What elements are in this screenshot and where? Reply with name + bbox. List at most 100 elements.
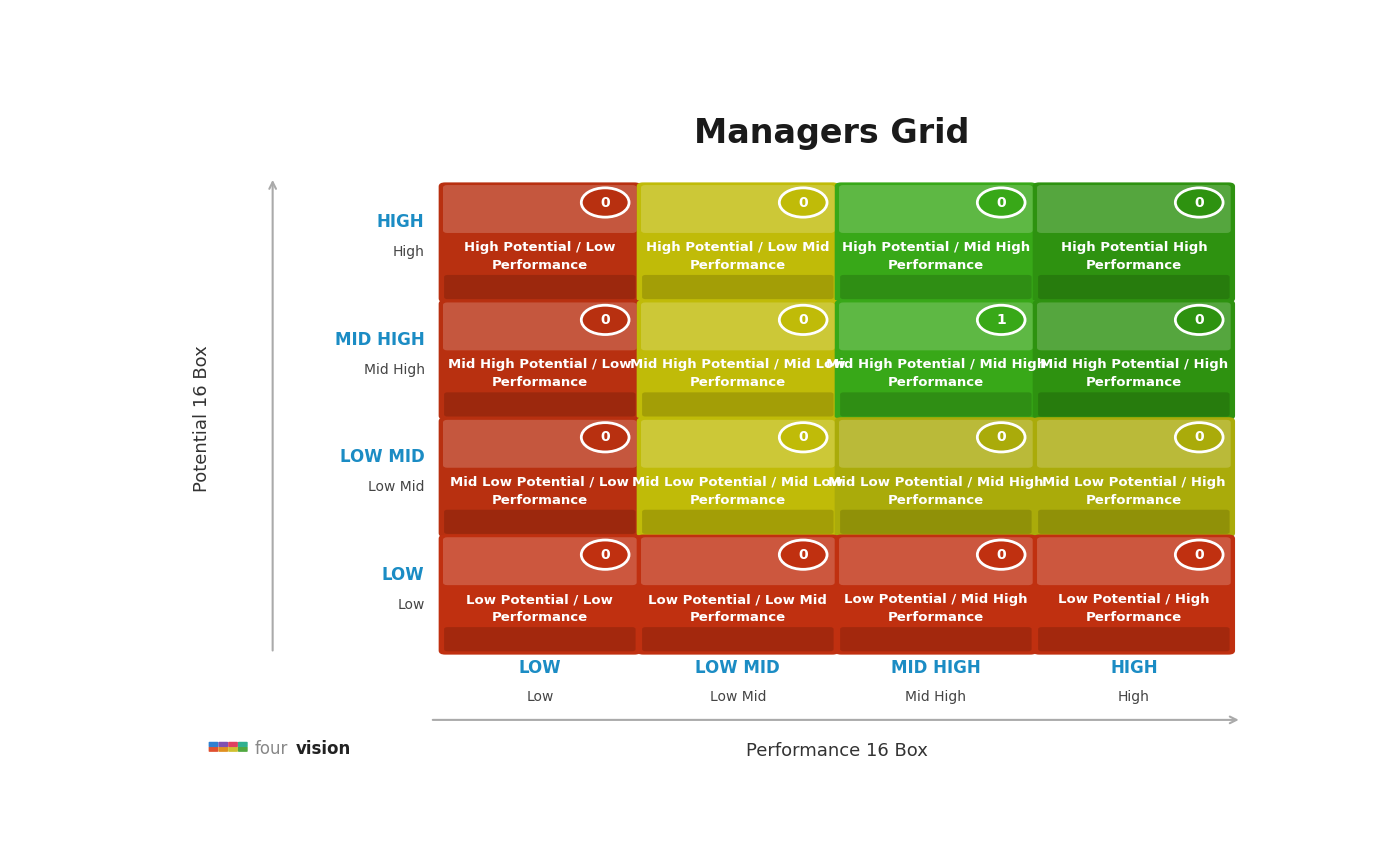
Text: 0: 0	[798, 195, 808, 209]
FancyBboxPatch shape	[840, 393, 1032, 417]
FancyBboxPatch shape	[1037, 303, 1231, 350]
Circle shape	[581, 188, 629, 217]
Circle shape	[581, 305, 629, 335]
Text: 0: 0	[798, 430, 808, 445]
Text: LOW: LOW	[382, 566, 424, 584]
FancyBboxPatch shape	[438, 183, 641, 303]
Text: 0: 0	[997, 548, 1007, 561]
FancyBboxPatch shape	[1037, 185, 1231, 233]
Circle shape	[977, 188, 1025, 217]
FancyBboxPatch shape	[1039, 509, 1229, 534]
FancyBboxPatch shape	[641, 303, 834, 350]
FancyBboxPatch shape	[1037, 420, 1231, 468]
FancyBboxPatch shape	[641, 537, 834, 585]
FancyBboxPatch shape	[834, 183, 1037, 303]
FancyBboxPatch shape	[834, 300, 1037, 420]
Text: 0: 0	[1194, 195, 1204, 209]
Text: vision: vision	[295, 740, 350, 758]
FancyBboxPatch shape	[438, 535, 641, 655]
Circle shape	[1176, 188, 1224, 217]
FancyBboxPatch shape	[839, 303, 1033, 350]
Text: High Potential / Low
Performance: High Potential / Low Performance	[463, 241, 616, 272]
Circle shape	[780, 423, 827, 452]
FancyBboxPatch shape	[839, 185, 1033, 233]
Text: Low Mid: Low Mid	[368, 480, 424, 494]
FancyBboxPatch shape	[444, 627, 636, 651]
FancyBboxPatch shape	[637, 183, 839, 303]
FancyBboxPatch shape	[444, 275, 636, 299]
FancyBboxPatch shape	[1033, 417, 1235, 537]
FancyBboxPatch shape	[840, 275, 1032, 299]
FancyBboxPatch shape	[641, 420, 834, 468]
Text: 0: 0	[1194, 313, 1204, 327]
FancyBboxPatch shape	[1037, 537, 1231, 585]
Text: 0: 0	[997, 195, 1007, 209]
FancyBboxPatch shape	[839, 537, 1033, 585]
FancyBboxPatch shape	[442, 420, 637, 468]
Text: LOW MID: LOW MID	[340, 448, 424, 466]
Circle shape	[977, 305, 1025, 335]
FancyBboxPatch shape	[218, 742, 228, 747]
Text: Low: Low	[526, 689, 553, 703]
Text: Potential 16 Box: Potential 16 Box	[193, 345, 211, 492]
FancyBboxPatch shape	[637, 417, 839, 537]
FancyBboxPatch shape	[643, 509, 833, 534]
Text: 0: 0	[798, 548, 808, 561]
Text: Low: Low	[398, 598, 424, 612]
FancyBboxPatch shape	[1033, 535, 1235, 655]
Text: 0: 0	[601, 195, 610, 209]
Circle shape	[581, 540, 629, 569]
Circle shape	[780, 540, 827, 569]
Text: 0: 0	[798, 313, 808, 327]
FancyBboxPatch shape	[1039, 627, 1229, 651]
FancyBboxPatch shape	[643, 627, 833, 651]
Circle shape	[977, 423, 1025, 452]
Text: LOW MID: LOW MID	[696, 659, 780, 677]
FancyBboxPatch shape	[1033, 300, 1235, 420]
Circle shape	[1176, 423, 1224, 452]
FancyBboxPatch shape	[840, 627, 1032, 651]
Text: Mid Low Potential / Low
Performance: Mid Low Potential / Low Performance	[451, 476, 629, 507]
Text: HIGH: HIGH	[1110, 659, 1158, 677]
Text: 1: 1	[997, 313, 1007, 327]
Text: MID HIGH: MID HIGH	[890, 659, 981, 677]
Text: 0: 0	[1194, 430, 1204, 445]
Text: Performance 16 Box: Performance 16 Box	[746, 742, 928, 760]
Text: Mid High Potential / Mid Low
Performance: Mid High Potential / Mid Low Performance	[630, 358, 846, 389]
Text: Mid High Potential / Mid High
Performance: Mid High Potential / Mid High Performanc…	[826, 358, 1046, 389]
FancyBboxPatch shape	[839, 420, 1033, 468]
Text: Low Mid: Low Mid	[710, 689, 766, 703]
FancyBboxPatch shape	[641, 185, 834, 233]
Text: HIGH: HIGH	[377, 214, 424, 232]
Text: Mid High: Mid High	[906, 689, 966, 703]
Text: 0: 0	[601, 430, 610, 445]
FancyBboxPatch shape	[637, 535, 839, 655]
Circle shape	[780, 305, 827, 335]
Text: four: four	[255, 740, 287, 758]
FancyBboxPatch shape	[834, 535, 1037, 655]
FancyBboxPatch shape	[442, 303, 637, 350]
Text: Low Potential / Low
Performance: Low Potential / Low Performance	[466, 593, 613, 625]
Text: High Potential / Low Mid
Performance: High Potential / Low Mid Performance	[645, 241, 830, 272]
FancyBboxPatch shape	[1039, 275, 1229, 299]
FancyBboxPatch shape	[444, 509, 636, 534]
Text: Mid High: Mid High	[364, 362, 424, 377]
Text: High Potential High
Performance: High Potential High Performance	[1061, 241, 1207, 272]
Text: LOW: LOW	[518, 659, 561, 677]
Text: High Potential / Mid High
Performance: High Potential / Mid High Performance	[841, 241, 1030, 272]
Circle shape	[977, 540, 1025, 569]
FancyBboxPatch shape	[442, 537, 637, 585]
FancyBboxPatch shape	[444, 393, 636, 417]
Text: Mid Low Potential / Mid High
Performance: Mid Low Potential / Mid High Performance	[829, 476, 1043, 507]
FancyBboxPatch shape	[209, 746, 218, 752]
Text: Low Potential / Low Mid
Performance: Low Potential / Low Mid Performance	[648, 593, 827, 625]
Text: Mid High Potential / High
Performance: Mid High Potential / High Performance	[1040, 358, 1228, 389]
Text: Mid Low Potential / Mid Low
Performance: Mid Low Potential / Mid Low Performance	[633, 476, 843, 507]
Text: Low Potential / High
Performance: Low Potential / High Performance	[1058, 593, 1210, 625]
FancyBboxPatch shape	[228, 742, 238, 747]
Text: Low Potential / Mid High
Performance: Low Potential / Mid High Performance	[844, 593, 1028, 625]
FancyBboxPatch shape	[834, 417, 1037, 537]
FancyBboxPatch shape	[438, 417, 641, 537]
FancyBboxPatch shape	[1033, 183, 1235, 303]
FancyBboxPatch shape	[1039, 393, 1229, 417]
